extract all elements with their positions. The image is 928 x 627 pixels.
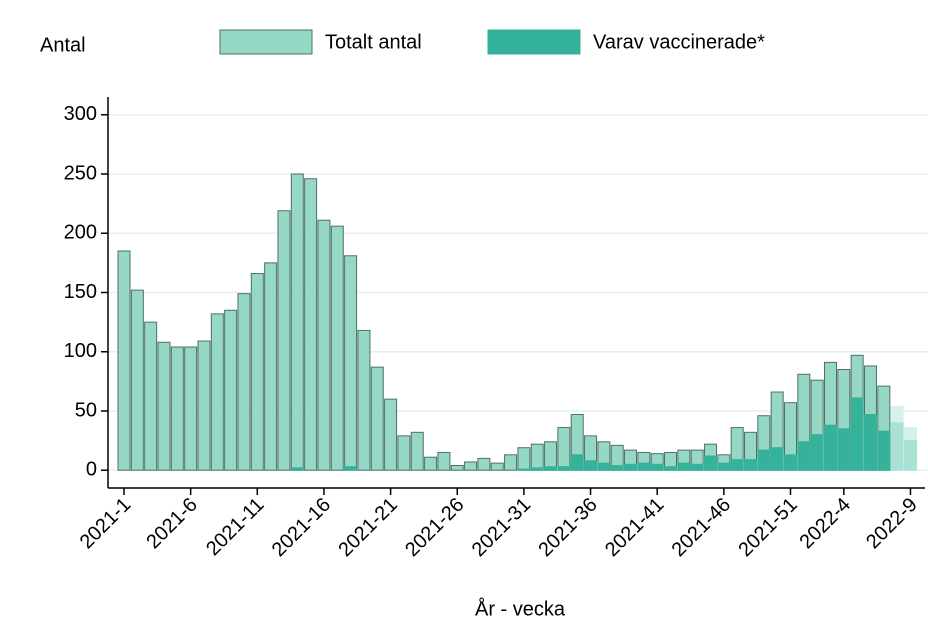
bar	[637, 462, 651, 471]
bar	[384, 398, 398, 471]
bar	[650, 463, 664, 471]
y-tick-label: 0	[86, 459, 97, 481]
y-tick-label: 200	[64, 222, 97, 244]
bar	[410, 431, 424, 471]
bar	[197, 340, 211, 471]
bar	[877, 430, 891, 471]
x-tick-label: 2021-51	[734, 494, 801, 561]
bar	[557, 427, 571, 471]
y-tick-label: 100	[64, 340, 97, 362]
bar	[770, 447, 784, 471]
bar	[517, 468, 531, 471]
bar	[757, 449, 771, 471]
x-tick-label: 2021-1	[76, 494, 136, 554]
bar	[304, 178, 318, 471]
bar	[344, 466, 358, 471]
y-tick-label: 150	[64, 281, 97, 303]
bar	[237, 293, 251, 471]
legend-swatch	[487, 29, 581, 55]
bar	[717, 462, 731, 471]
bar	[530, 443, 544, 471]
x-tick-label: 2021-21	[334, 494, 401, 561]
bar	[784, 454, 797, 471]
bar	[823, 424, 837, 471]
x-tick-label: 2021-16	[268, 494, 335, 561]
bar	[517, 447, 531, 471]
bar	[584, 460, 598, 471]
bar	[903, 440, 917, 471]
bar	[464, 461, 478, 471]
legend-label: Varav vaccinerade*	[593, 31, 765, 53]
bar	[450, 464, 464, 471]
bar	[704, 455, 718, 471]
bar	[850, 397, 864, 471]
y-tick-label: 250	[64, 162, 97, 184]
x-tick-label: 2021-36	[534, 494, 601, 561]
legend-label: Totalt antal	[325, 31, 422, 53]
bar	[344, 255, 358, 471]
y-tick-label: 300	[64, 103, 97, 125]
bar	[264, 262, 278, 471]
bar	[690, 463, 704, 471]
bar	[437, 451, 451, 471]
bar	[250, 273, 264, 471]
bar	[863, 414, 877, 471]
bar	[837, 428, 851, 471]
bar	[744, 459, 758, 471]
x-tick-label: 2021-26	[401, 494, 468, 561]
x-tick-label: 2021-6	[142, 494, 202, 554]
x-tick-label: 2021-41	[601, 494, 668, 561]
bar	[597, 462, 611, 471]
bar	[397, 435, 411, 471]
bar	[330, 225, 344, 471]
bar	[317, 219, 331, 471]
bar	[130, 289, 144, 471]
bar	[490, 462, 504, 471]
bar	[677, 462, 691, 471]
bar	[570, 454, 584, 471]
x-tick-label: 2022-4	[795, 494, 855, 554]
bar	[610, 464, 624, 471]
bar	[797, 441, 811, 471]
bar	[544, 441, 558, 471]
bar	[557, 466, 571, 471]
bar	[370, 366, 384, 471]
bar	[117, 250, 131, 471]
bar	[157, 341, 171, 471]
bar	[184, 346, 198, 471]
bar	[170, 346, 184, 471]
x-tick-label: 2021-31	[468, 494, 535, 561]
bar	[224, 309, 238, 471]
y-axis-label: Antal	[40, 34, 86, 56]
bar	[810, 434, 824, 471]
x-axis-label: År - vecka	[475, 597, 566, 620]
bar	[210, 313, 224, 471]
y-tick-label: 50	[75, 399, 97, 421]
legend-swatch	[219, 29, 313, 55]
bar	[664, 466, 678, 471]
bar	[730, 459, 744, 471]
bar	[530, 467, 544, 471]
bar	[544, 466, 558, 471]
bar	[357, 329, 371, 471]
bar	[290, 467, 304, 471]
bar	[290, 173, 304, 471]
x-tick-label: 2021-46	[668, 494, 735, 561]
bar	[504, 454, 518, 471]
x-tick-label: 2021-11	[202, 494, 268, 560]
bar	[477, 457, 491, 471]
x-tick-label: 2022-9	[862, 494, 922, 554]
bar	[624, 463, 638, 471]
bar	[144, 321, 158, 471]
bar	[277, 210, 291, 471]
bar	[424, 456, 438, 471]
bar	[890, 422, 904, 471]
